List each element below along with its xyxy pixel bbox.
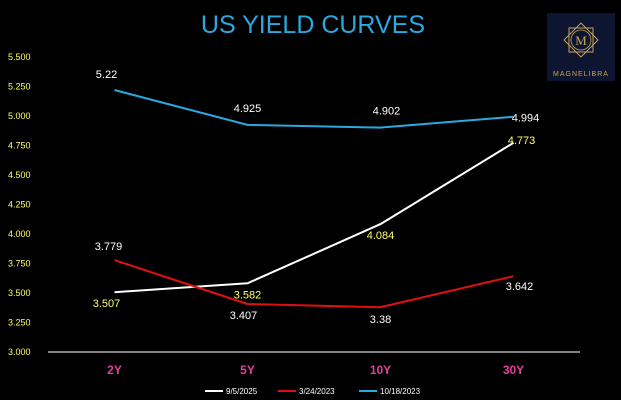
data-label: 3.507 [93, 298, 121, 310]
y-axis-ticks: 3.000 3.250 3.500 3.750 4.000 4.250 4.500 4.750… [8, 52, 31, 357]
legend-label: 9/5/2025 [226, 387, 258, 396]
y-tick-label: 3.500 [8, 288, 31, 298]
x-axis-ticks: 2Y 5Y 10Y 30Y [107, 363, 524, 377]
data-label: 4.902 [373, 106, 401, 118]
data-label: 4.773 [508, 135, 536, 147]
chart-legend: 9/5/2025 3/24/2023 10/18/2023 [205, 387, 421, 396]
data-label: 3.38 [370, 314, 391, 326]
data-label: 3.582 [234, 289, 262, 301]
y-tick-label: 5.000 [8, 111, 31, 121]
x-tick-label: 2Y [107, 363, 122, 377]
y-tick-label: 4.000 [8, 229, 31, 239]
x-tick-label: 5Y [240, 363, 255, 377]
legend-label: 10/18/2023 [380, 387, 421, 396]
y-tick-label: 5.500 [8, 52, 31, 62]
series-line-10-18-2023 [114, 89, 514, 129]
y-tick-label: 5.250 [8, 82, 31, 92]
star-mandala-logo-icon: M [563, 22, 599, 58]
series-layer [114, 89, 515, 309]
data-label: 3.407 [230, 310, 258, 322]
y-tick-label: 3.750 [8, 259, 31, 269]
series-line-9-5-2025 [114, 141, 515, 294]
logo-background [547, 13, 615, 81]
logo-wordmark: MAGNELIBRA [553, 71, 609, 78]
series-line-3-24-2023 [114, 259, 514, 309]
y-tick-label: 4.250 [8, 200, 31, 210]
data-label: 4.925 [234, 103, 262, 115]
magnelibra-logo: M MAGNELIBRA [547, 13, 615, 81]
y-tick-label: 4.500 [8, 170, 31, 180]
x-tick-label: 30Y [503, 363, 524, 377]
y-tick-label: 4.750 [8, 141, 31, 151]
y-tick-label: 3.000 [8, 347, 31, 357]
y-tick-label: 3.250 [8, 318, 31, 328]
legend-label: 3/24/2023 [299, 387, 335, 396]
chart-title: US YIELD CURVES [201, 11, 425, 39]
data-label: 4.994 [512, 113, 540, 125]
data-label: 4.084 [367, 230, 395, 242]
svg-text:M: M [575, 33, 587, 48]
x-tick-label: 10Y [370, 363, 391, 377]
data-label: 3.779 [95, 241, 123, 253]
data-label: 5.22 [96, 69, 117, 81]
data-labels-layer: 3.507 3.582 4.084 4.773 3.779 3.407 3.38 3.642 5… [93, 69, 540, 326]
data-label: 3.642 [506, 281, 534, 293]
